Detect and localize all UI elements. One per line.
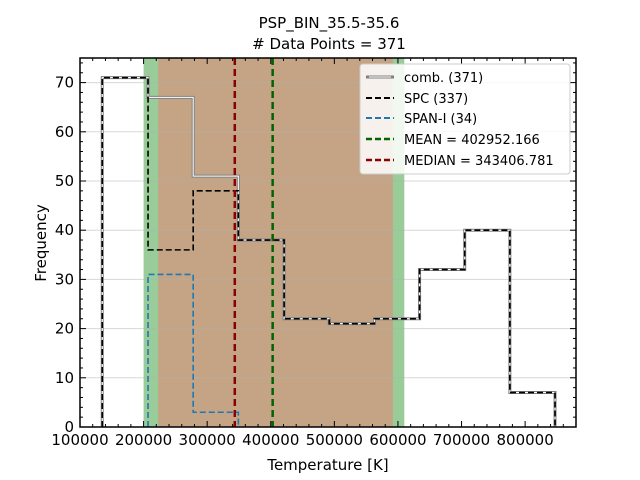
x-tick-label-7: 800000 — [496, 431, 553, 449]
chart-subtitle: # Data Points = 371 — [252, 35, 406, 53]
legend-label-spc: SPC (337) — [404, 92, 468, 107]
y-axis-label: Frequency — [32, 204, 50, 282]
y-tick-label-2: 20 — [55, 320, 74, 338]
x-tick-label-0: 100000 — [51, 431, 108, 449]
y-tick-label-7: 70 — [55, 74, 74, 92]
y-tick-label-5: 50 — [55, 172, 74, 190]
legend: comb. (371) SPC (337) SPAN-I (34) MEAN =… — [359, 63, 571, 175]
y-tick-label-0: 0 — [64, 418, 74, 436]
plot-frame — [79, 57, 577, 428]
legend-label-comb: comb. (371) — [404, 71, 483, 86]
y-tick-label-1: 10 — [55, 369, 74, 387]
y-tick-label-4: 40 — [55, 221, 74, 239]
x-tick-label-5: 600000 — [369, 431, 426, 449]
x-tick-label-4: 500000 — [306, 431, 363, 449]
shaded-band-1 — [158, 58, 393, 427]
legend-box — [359, 63, 571, 175]
chart-title: PSP_BIN_35.5-35.6 — [259, 14, 400, 33]
y-tick-label-6: 60 — [55, 123, 74, 141]
x-tick-label-1: 200000 — [115, 431, 172, 449]
x-tick-label-3: 400000 — [242, 431, 299, 449]
y-tick-label-3: 30 — [55, 270, 74, 288]
legend-label-median: MEDIAN = 343406.781 — [404, 154, 554, 169]
legend-label-spani: SPAN-I (34) — [404, 112, 477, 127]
x-tick-label-6: 700000 — [433, 431, 490, 449]
x-tick-label-2: 300000 — [179, 431, 236, 449]
series-step-2 — [147, 273, 240, 427]
series-step-1 — [101, 76, 556, 427]
legend-label-mean: MEAN = 402952.166 — [404, 133, 540, 148]
x-axis-label: Temperature [K] — [266, 456, 388, 474]
